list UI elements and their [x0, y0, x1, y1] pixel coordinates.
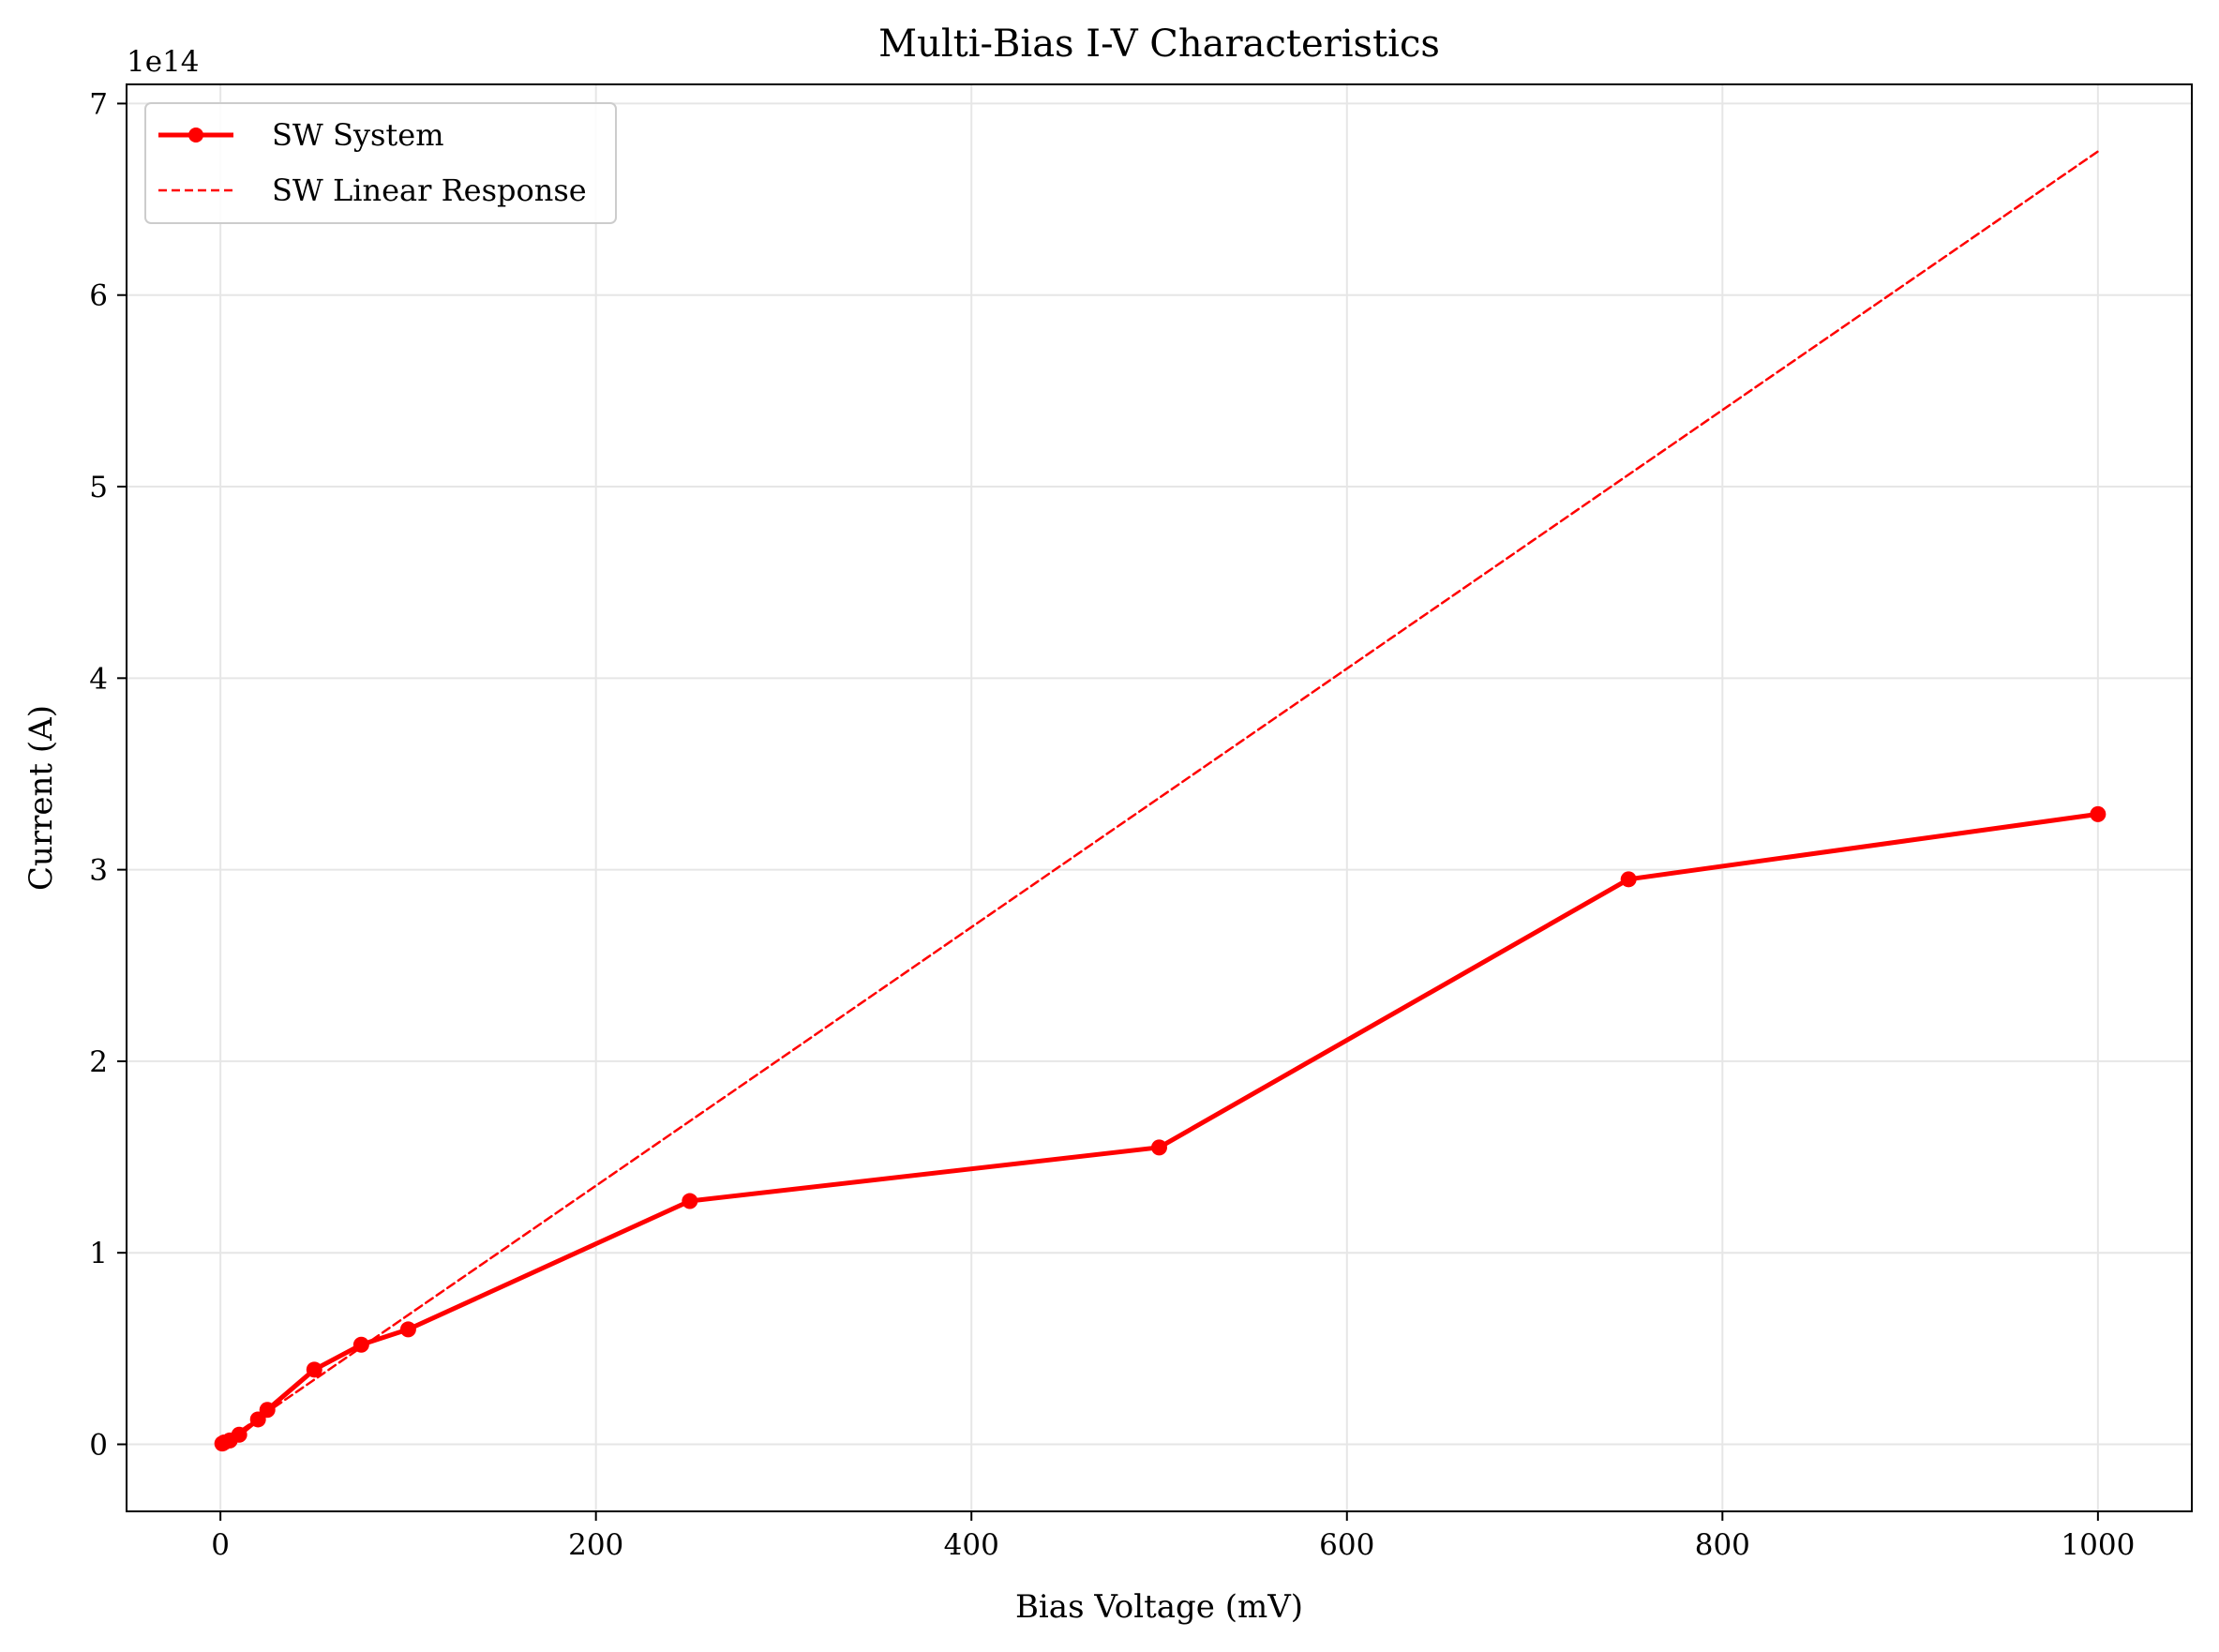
data-point [399, 1321, 416, 1338]
y-tick-label: 7 [89, 87, 108, 121]
legend-label-sw-system: SW System [272, 117, 444, 153]
y-tick-label: 2 [89, 1045, 108, 1079]
series-sw-linear-response [218, 150, 2100, 1446]
data-point [231, 1426, 247, 1443]
x-tick-label: 200 [568, 1528, 623, 1562]
series-line-sw-linear-response [218, 150, 2100, 1446]
y-axis-label: Current (A) [22, 705, 60, 891]
x-tick-label: 600 [1319, 1528, 1374, 1562]
data-point [352, 1336, 369, 1353]
x-tick-label: 0 [211, 1528, 230, 1562]
x-tick-label: 400 [944, 1528, 999, 1562]
data-point [1151, 1139, 1167, 1156]
y-axis-offset-label: 1e14 [127, 45, 200, 79]
data-point [1620, 871, 1637, 888]
plot-frame [126, 83, 2193, 1512]
y-tick-label: 3 [89, 854, 108, 888]
series-layer [214, 150, 2107, 1452]
legend: SW System SW Linear Response [144, 102, 617, 224]
y-tick-label: 0 [89, 1428, 108, 1462]
y-tick-label: 1 [89, 1237, 108, 1270]
x-tick-label: 800 [1695, 1528, 1750, 1562]
y-tick-label: 5 [89, 471, 108, 504]
grid-lines [127, 84, 2192, 1511]
y-tick-label: 4 [89, 662, 108, 696]
data-point [682, 1193, 698, 1209]
axis-ticks: 0 200 400 600 800 1000 0 1 2 3 4 5 6 7 [89, 87, 2135, 1562]
legend-label-sw-linear-response: SW Linear Response [272, 173, 587, 208]
legend-box [144, 102, 617, 224]
x-axis-label: Bias Voltage (mV) [1015, 1588, 1303, 1626]
x-tick-label: 1000 [2061, 1528, 2135, 1562]
chart-title: Multi-Bias I-V Characteristics [878, 23, 1440, 66]
legend-marker-sw-system [188, 128, 203, 143]
data-point [306, 1361, 322, 1378]
data-point [259, 1402, 276, 1419]
data-point [2090, 805, 2107, 822]
y-tick-label: 6 [89, 279, 108, 313]
